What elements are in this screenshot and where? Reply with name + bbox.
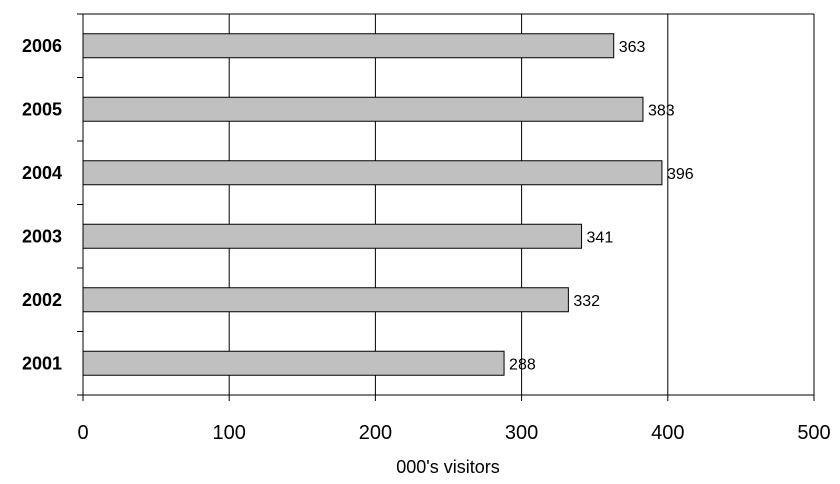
axes <box>77 13 815 401</box>
value-label-2004: 396 <box>667 166 694 183</box>
x-tick-label-500: 500 <box>797 422 830 444</box>
x-tick-label-0: 0 <box>77 422 88 444</box>
x-axis-title: 000's visitors <box>396 457 499 477</box>
bar-2003 <box>82 223 583 249</box>
bar-2004 <box>82 160 663 186</box>
category-label-2003: 2003 <box>22 226 62 246</box>
grid-lines <box>228 14 815 395</box>
value-label-2002: 332 <box>573 293 600 310</box>
value-label-2001: 288 <box>509 356 536 373</box>
bars <box>82 33 663 376</box>
category-label-2005: 2005 <box>22 99 62 119</box>
bar-2001 <box>82 350 505 376</box>
bar-2002 <box>82 287 569 313</box>
value-label-2006: 363 <box>619 39 646 56</box>
bar-2006 <box>82 33 615 59</box>
value-label-2005: 383 <box>648 102 675 119</box>
x-tick-label-200: 200 <box>359 422 392 444</box>
category-label-2004: 2004 <box>22 163 62 183</box>
labels: 0 100 200 300 400 500 2006 363 2005 383 2004 396 200… <box>22 36 831 444</box>
category-label-2002: 2002 <box>22 290 62 310</box>
bar-2005 <box>82 96 644 122</box>
value-label-2003: 341 <box>587 229 614 246</box>
category-label-2006: 2006 <box>22 36 62 56</box>
x-tick-label-400: 400 <box>651 422 684 444</box>
x-tick-label-100: 100 <box>213 422 246 444</box>
x-tick-label-300: 300 <box>505 422 538 444</box>
category-label-2001: 2001 <box>22 353 62 373</box>
